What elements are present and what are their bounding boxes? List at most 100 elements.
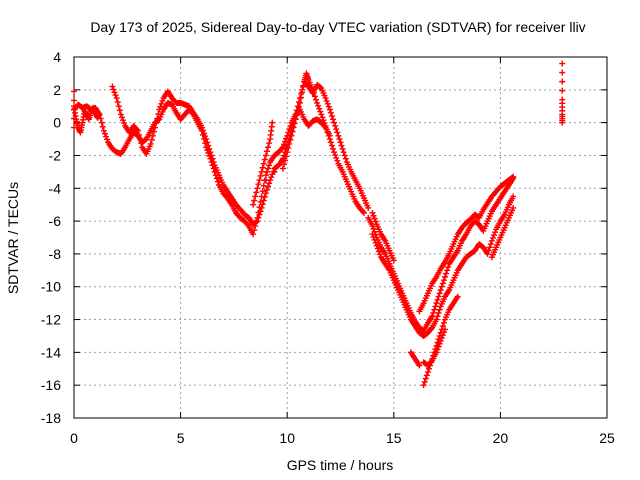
data-point: [322, 122, 329, 129]
x-tick-label: 5: [177, 430, 185, 446]
data-point: [261, 193, 268, 200]
data-point: [149, 132, 156, 139]
data-point: [323, 126, 330, 133]
data-point: [314, 99, 321, 106]
data-point: [134, 127, 141, 134]
data-point: [492, 229, 499, 236]
data-point: [420, 382, 427, 389]
data-point: [154, 115, 161, 122]
data-point: [326, 136, 333, 143]
data-point: [374, 245, 381, 252]
data-point: [318, 111, 325, 118]
y-tick-label: -12: [41, 312, 61, 328]
data-point: [559, 78, 566, 85]
y-tick-label: -4: [49, 180, 62, 196]
data-point: [209, 155, 216, 162]
data-point: [433, 349, 440, 356]
data-point: [136, 131, 143, 138]
data-point: [333, 126, 340, 133]
data-point: [263, 186, 270, 193]
data-point: [133, 126, 140, 133]
data-point: [251, 197, 258, 204]
data-point: [99, 123, 106, 130]
data-point: [327, 109, 334, 116]
data-point: [208, 152, 215, 159]
data-point: [339, 145, 346, 152]
x-tick-label: 20: [493, 430, 509, 446]
data-point: [293, 112, 300, 119]
data-point: [104, 136, 111, 143]
data-point: [286, 140, 293, 147]
data-point: [71, 106, 77, 113]
data-point: [309, 86, 316, 93]
data-point: [285, 145, 292, 152]
data-point: [252, 193, 259, 200]
data-point: [430, 309, 437, 316]
data-point: [436, 306, 443, 313]
data-point: [283, 153, 290, 160]
x-tick-label: 10: [279, 430, 295, 446]
data-point: [436, 340, 443, 347]
data-point: [342, 155, 349, 162]
data-point: [158, 100, 165, 107]
data-point: [510, 193, 517, 200]
data-point: [325, 103, 332, 110]
data-point: [282, 157, 289, 164]
data-point: [115, 103, 122, 110]
data-point: [431, 306, 438, 313]
data-point: [311, 93, 318, 100]
data-point: [365, 204, 372, 211]
data-point: [438, 283, 445, 290]
data-point: [262, 177, 269, 184]
data-point: [210, 159, 217, 166]
data-point: [287, 136, 294, 143]
data-point: [203, 136, 210, 143]
x-axis-label: GPS time / hours: [287, 457, 394, 473]
data-point: [251, 227, 258, 234]
data-point: [360, 209, 367, 216]
data-point: [327, 139, 334, 146]
data-point: [271, 168, 278, 175]
data-point: [255, 214, 262, 221]
data-point: [260, 197, 267, 204]
data-point: [445, 264, 452, 271]
data-point: [265, 144, 272, 151]
data-point: [330, 116, 337, 123]
data-point: [316, 105, 323, 112]
data-point: [440, 319, 447, 326]
data-point: [102, 133, 109, 140]
y-tick-label: -8: [49, 246, 62, 262]
data-point: [332, 152, 339, 159]
data-point: [369, 209, 376, 216]
data-point: [485, 247, 492, 254]
data-point: [369, 223, 376, 230]
data-point: [441, 273, 448, 280]
data-point: [138, 140, 145, 147]
data-point: [253, 218, 260, 225]
data-point: [114, 99, 121, 106]
data-point: [250, 201, 257, 208]
data-point: [371, 215, 378, 222]
data-point: [322, 95, 329, 102]
x-tick-label: 25: [599, 430, 615, 446]
data-point: [254, 218, 261, 225]
data-point: [324, 129, 331, 136]
data-point: [441, 326, 448, 333]
data-point: [332, 122, 339, 129]
x-tick-label: 0: [70, 430, 78, 446]
data-point: [334, 129, 341, 136]
data-point: [295, 104, 302, 111]
data-point: [279, 165, 286, 172]
data-point: [111, 89, 118, 96]
data-point: [263, 168, 270, 175]
data-point: [118, 114, 125, 121]
data-point: [254, 185, 261, 192]
y-tick-label: -10: [41, 279, 61, 295]
data-point: [491, 232, 498, 239]
data-point: [244, 221, 251, 228]
data-point: [98, 119, 105, 126]
y-tick-label: -2: [49, 147, 62, 163]
data-point: [434, 346, 441, 353]
data-point: [266, 162, 273, 169]
data-point: [440, 329, 447, 336]
